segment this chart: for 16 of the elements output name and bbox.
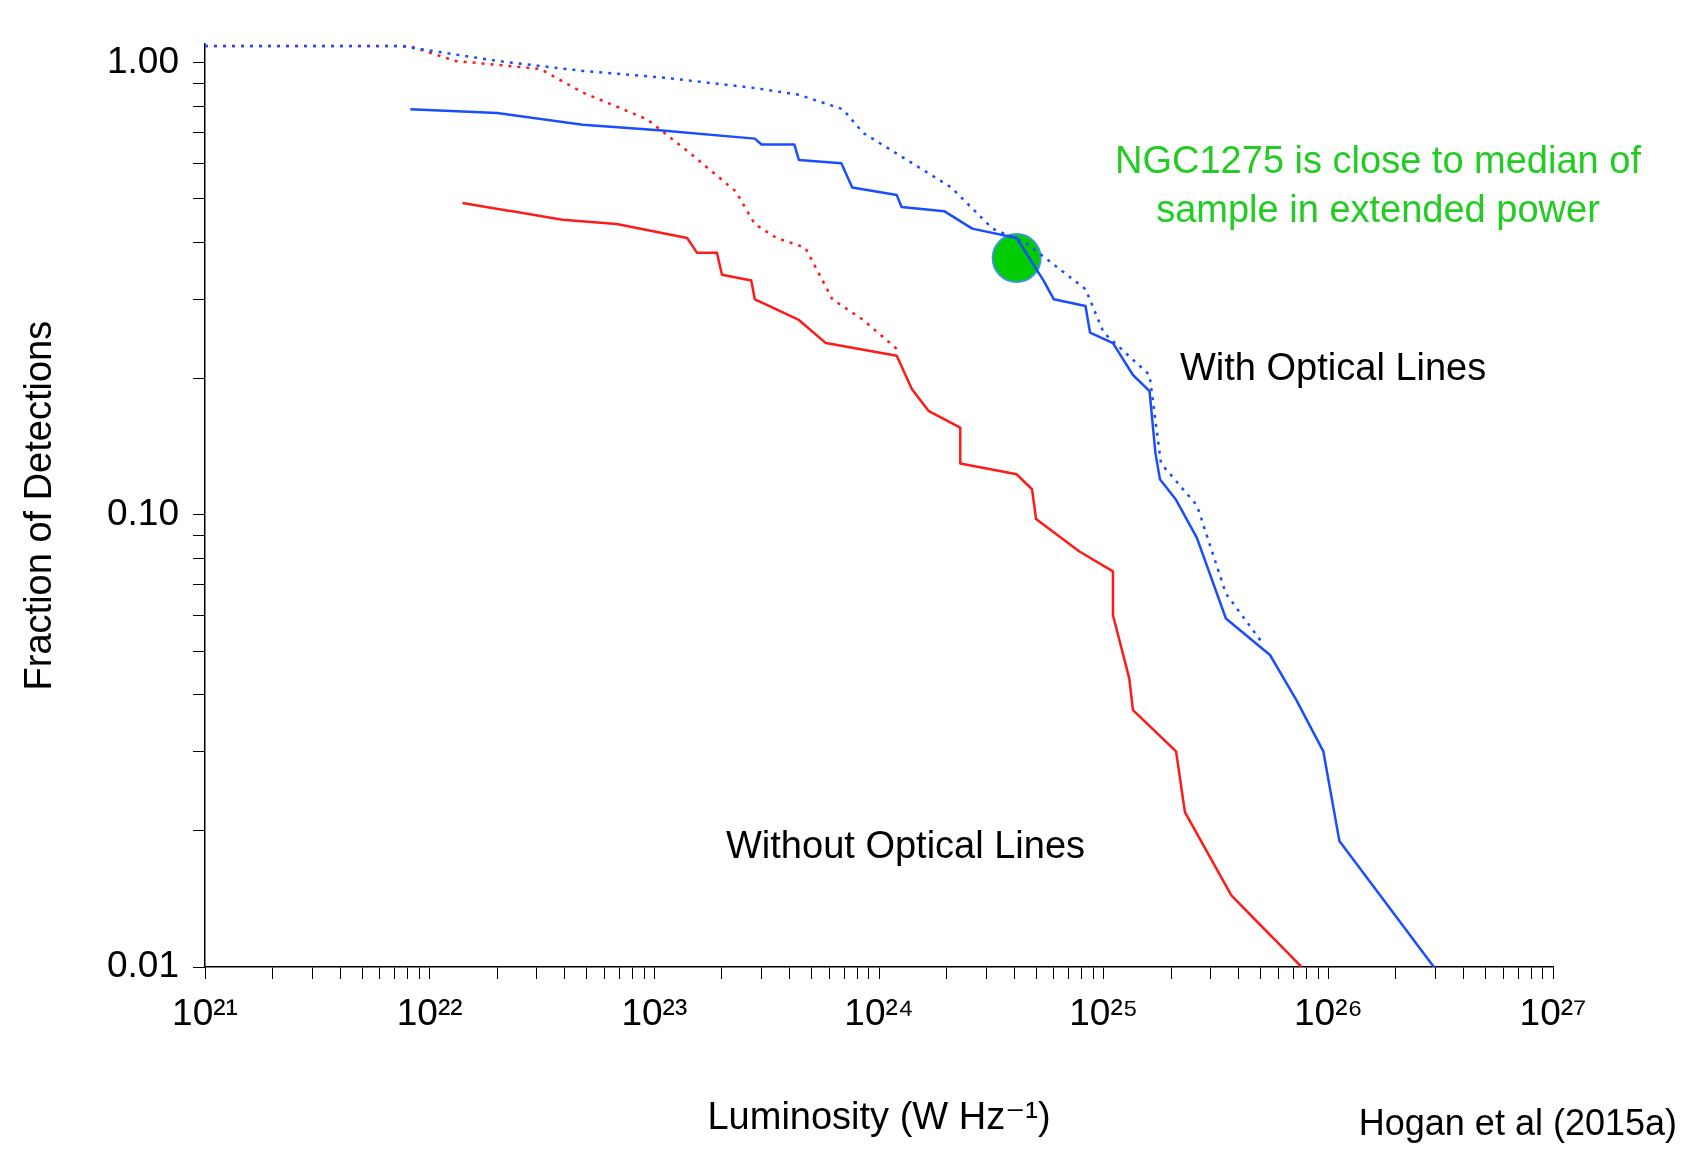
x-tick-label: 10²⁶ — [1293, 992, 1363, 1034]
x-tick-label: 10²⁵ — [1069, 992, 1139, 1034]
x-tick-label: 10²¹ — [172, 992, 238, 1034]
annotation: NGC1275 is close to median of sample in extended power — [1114, 138, 1642, 233]
y-tick-label: 1.00 — [106, 40, 179, 82]
y-tick-label: 0.01 — [106, 944, 179, 986]
x-tick-label: 10²⁷ — [1519, 992, 1587, 1034]
x-tick-label: 10²³ — [621, 992, 688, 1034]
y-tick-label: 0.10 — [106, 492, 179, 534]
x-axis-title: Luminosity (W Hz⁻¹) — [707, 1094, 1051, 1137]
x-tick-label: 10²² — [396, 992, 463, 1034]
x-tick-label: 10²⁴ — [844, 992, 914, 1034]
annotation: With Optical Lines — [1180, 345, 1487, 390]
text: Hogan et al (2015a) — [1358, 1101, 1677, 1145]
y-axis-title: Fraction of Detections — [17, 320, 60, 691]
annotation: Without Optical Lines — [726, 823, 1086, 868]
